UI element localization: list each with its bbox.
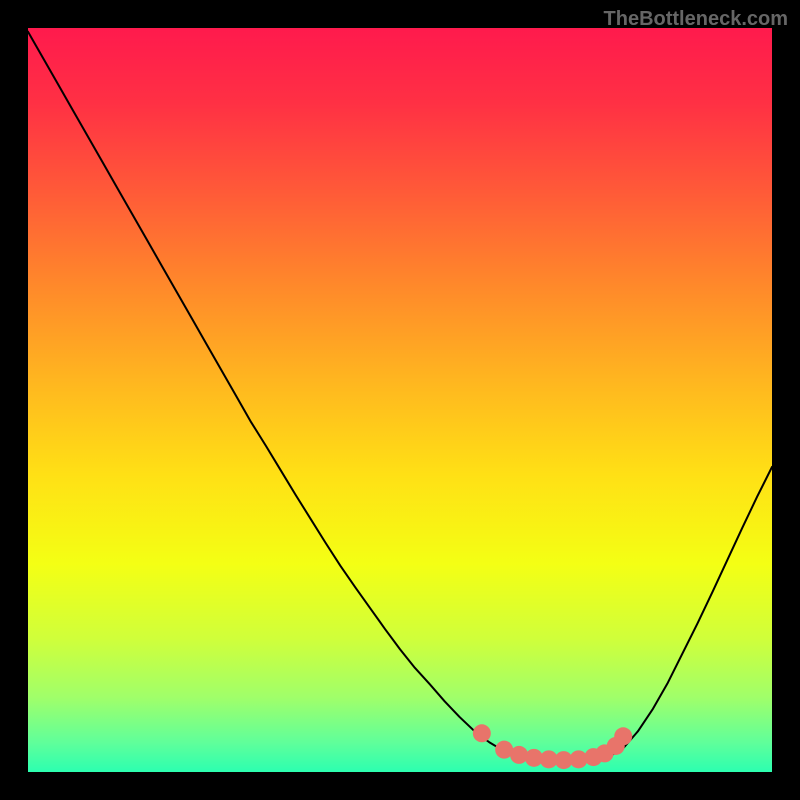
chart-container: { "attribution": "TheBottleneck.com", "c… [0, 0, 800, 800]
gradient-valley-chart [28, 28, 772, 772]
attribution-watermark: TheBottleneck.com [604, 8, 788, 31]
highlight-marker [614, 727, 632, 745]
plot-area [28, 28, 772, 772]
gradient-background [28, 28, 772, 772]
highlight-marker [510, 746, 528, 764]
highlight-marker [473, 724, 491, 742]
